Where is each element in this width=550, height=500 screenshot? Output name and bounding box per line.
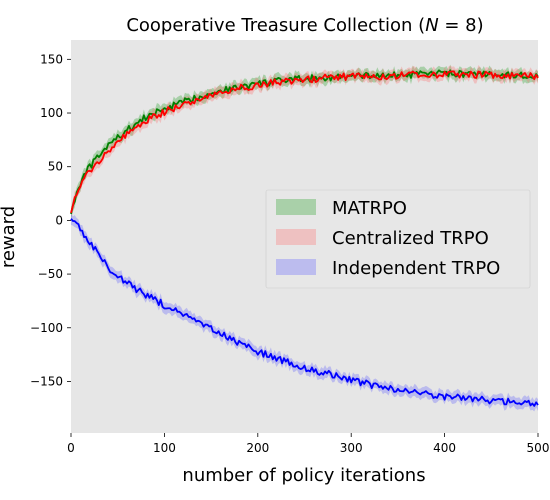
chart-title: Cooperative Treasure Collection (N = 8): [126, 15, 483, 36]
band-matrpo: [71, 64, 538, 220]
variance-bands: [71, 64, 538, 412]
y-axis-label: reward: [0, 206, 19, 268]
y-tick-label: 100: [40, 106, 63, 120]
y-tick-label: 150: [40, 52, 63, 66]
x-tick-label: 500: [527, 441, 550, 455]
legend-swatch-matrpo: [276, 199, 316, 215]
title-prefix: Cooperative Treasure Collection (: [126, 15, 425, 36]
x-tick-label: 400: [433, 441, 456, 455]
y-tick-label: −50: [38, 267, 63, 281]
y-tick-label: −150: [30, 374, 63, 388]
y-tick-label: −100: [30, 321, 63, 335]
band-centralized-trpo: [71, 65, 538, 218]
title-variable: N: [425, 15, 438, 36]
series-lines: [70, 69, 539, 407]
legend-swatch-independent-trpo: [276, 259, 316, 275]
legend-frame: [265, 189, 531, 289]
legend-label-matrpo: MATRPO: [332, 198, 407, 219]
legend-swatch-centralized-trpo: [276, 229, 316, 245]
y-tick-label: 50: [48, 160, 63, 174]
x-tick-label: 100: [153, 441, 176, 455]
x-axis-label: number of policy iterations: [182, 465, 425, 486]
legend-label-independent-trpo: Independent TRPO: [332, 258, 500, 279]
x-tick-label: 0: [67, 441, 75, 455]
band-independent-trpo: [71, 212, 538, 412]
y-axis-ticks: −150 −100 −50 0 50 100 150: [30, 52, 71, 388]
title-suffix: = 8): [439, 15, 484, 36]
x-tick-label: 200: [246, 441, 269, 455]
x-tick-label: 300: [340, 441, 363, 455]
x-axis-ticks: 0 100 200 300 400 500: [67, 433, 549, 455]
legend-label-centralized-trpo: Centralized TRPO: [332, 228, 489, 249]
series-line-centralized-trpo: [70, 70, 539, 214]
series-line-independent-trpo: [70, 218, 539, 407]
legend: MATRPO Centralized TRPO Independent TRPO: [265, 189, 531, 289]
y-tick-label: 0: [55, 213, 63, 227]
